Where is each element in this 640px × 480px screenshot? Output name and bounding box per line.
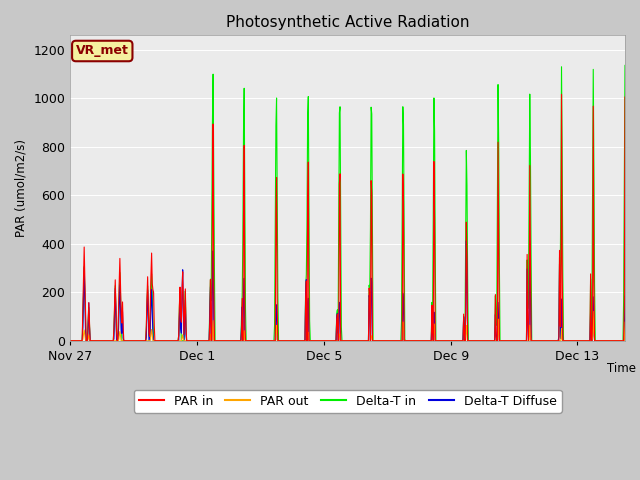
Delta-T Diffuse — [390, 338, 397, 344]
PAR in — [390, 338, 397, 344]
Line: PAR in: PAR in — [70, 94, 640, 341]
PAR out — [527, 338, 535, 344]
PAR out — [390, 338, 397, 344]
Delta-T Diffuse — [528, 338, 536, 344]
PAR in — [67, 338, 74, 344]
Delta-T in — [621, 62, 629, 68]
Delta-T in — [390, 338, 397, 344]
Text: VR_met: VR_met — [76, 45, 129, 58]
Legend: PAR in, PAR out, Delta-T in, Delta-T Diffuse: PAR in, PAR out, Delta-T in, Delta-T Dif… — [134, 390, 562, 413]
Delta-T in — [305, 94, 312, 99]
PAR out — [274, 338, 282, 344]
Y-axis label: PAR (umol/m2/s): PAR (umol/m2/s) — [15, 139, 28, 237]
PAR in — [527, 338, 535, 344]
Delta-T Diffuse — [526, 238, 534, 243]
Line: Delta-T in: Delta-T in — [70, 65, 640, 341]
Delta-T Diffuse — [201, 338, 209, 344]
Delta-T Diffuse — [87, 338, 95, 344]
PAR out — [87, 338, 95, 344]
Delta-T in — [201, 338, 209, 344]
PAR out — [637, 338, 640, 344]
Delta-T in — [274, 295, 282, 300]
PAR out — [305, 329, 312, 335]
Delta-T in — [527, 257, 535, 263]
PAR in — [305, 159, 312, 165]
PAR out — [67, 338, 74, 344]
Delta-T in — [637, 338, 640, 344]
Delta-T in — [87, 338, 95, 344]
X-axis label: Time: Time — [607, 362, 636, 375]
Delta-T in — [67, 338, 74, 344]
Delta-T Diffuse — [637, 338, 640, 344]
Delta-T Diffuse — [67, 338, 74, 344]
PAR out — [589, 309, 597, 314]
PAR in — [557, 91, 565, 97]
Delta-T Diffuse — [274, 338, 282, 344]
PAR in — [274, 338, 282, 344]
Line: PAR out: PAR out — [70, 312, 640, 341]
PAR out — [201, 338, 209, 344]
PAR in — [201, 338, 209, 344]
PAR in — [637, 338, 640, 344]
Delta-T Diffuse — [305, 295, 312, 301]
Line: Delta-T Diffuse: Delta-T Diffuse — [70, 240, 640, 341]
Title: Photosynthetic Active Radiation: Photosynthetic Active Radiation — [226, 15, 469, 30]
PAR in — [87, 338, 95, 344]
